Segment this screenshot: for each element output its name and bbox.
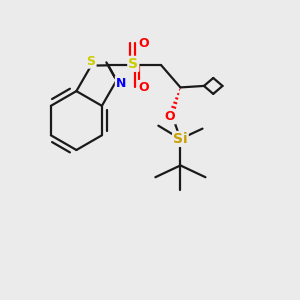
Text: N: N [116, 77, 126, 90]
Text: Si: Si [173, 132, 188, 146]
Text: S: S [87, 55, 96, 68]
Text: O: O [138, 37, 149, 50]
Text: O: O [165, 110, 176, 123]
Text: S: S [128, 57, 138, 71]
Text: O: O [138, 81, 149, 94]
